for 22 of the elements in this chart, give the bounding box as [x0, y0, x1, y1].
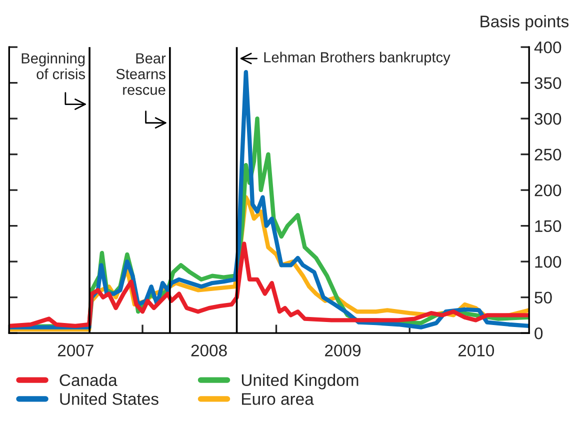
- legend-label: United Kingdom: [242, 374, 358, 390]
- y-tick-label: 150: [535, 220, 562, 232]
- legend-label: Euro area: [242, 393, 314, 405]
- legend-label: Canada: [60, 374, 118, 386]
- y-tick-label: 200: [534, 184, 562, 196]
- y-tick-label: 400: [534, 41, 562, 54]
- y-tick-label: 50: [534, 292, 552, 304]
- y-tick-label: 300: [534, 112, 562, 125]
- legend-label: United States: [60, 392, 158, 405]
- x-tick-label: 2009: [325, 344, 360, 356]
- y-tick-label: 250: [534, 148, 562, 161]
- x-tick-label: 2008: [191, 344, 227, 356]
- y-tick-label: 0: [534, 327, 543, 340]
- y-tick-label: 100: [535, 256, 562, 268]
- y-axis-title: Basis points: [480, 15, 569, 31]
- ref-line-label: Beginning of crisis: [22, 52, 85, 80]
- ref-line-label: Bear Stearns rescue: [116, 53, 166, 95]
- line-series: [9, 242, 530, 328]
- x-tick-label: 2007: [58, 344, 94, 356]
- y-tick-label: 350: [534, 77, 562, 90]
- ref-line-label: Lehman Brothers bankruptcy: [264, 52, 450, 66]
- x-tick-label: 2010: [458, 344, 494, 356]
